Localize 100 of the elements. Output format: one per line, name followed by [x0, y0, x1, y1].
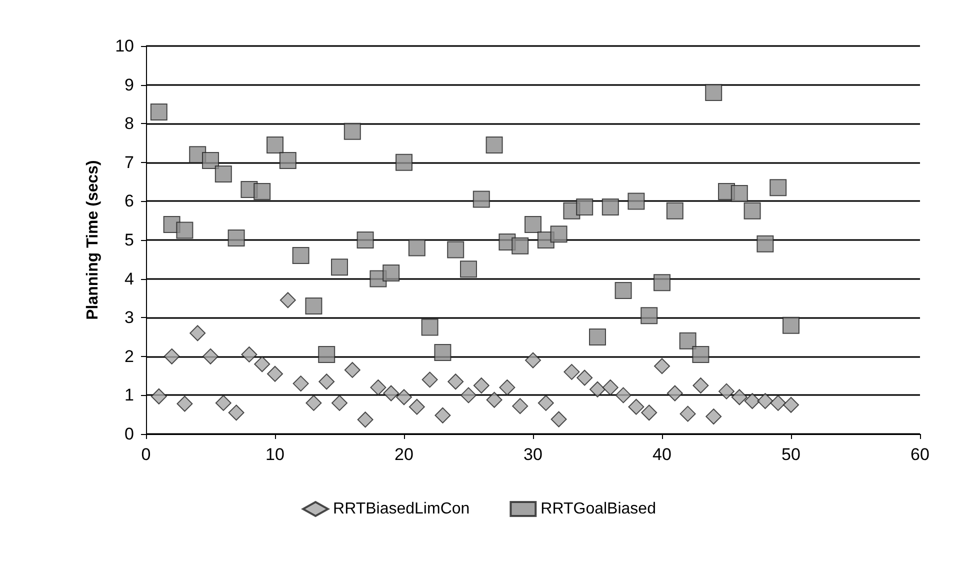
point	[254, 183, 271, 200]
point	[614, 282, 632, 299]
x-tick-label: 10	[266, 445, 284, 464]
y-tick-label: 3	[124, 308, 134, 328]
point	[279, 152, 296, 169]
point	[305, 297, 322, 314]
y-tick-label: 5	[124, 230, 134, 250]
point	[241, 346, 258, 362]
point	[228, 404, 244, 421]
point	[756, 235, 774, 252]
point	[421, 318, 438, 336]
y-tick-label: 4	[124, 269, 134, 288]
point	[730, 184, 748, 202]
point	[602, 198, 619, 216]
point	[228, 230, 245, 247]
point	[654, 274, 670, 292]
point	[434, 344, 452, 362]
point	[176, 396, 193, 412]
point	[782, 316, 800, 334]
point	[770, 179, 787, 196]
point	[486, 392, 502, 408]
x-tick-label: 50	[782, 445, 800, 464]
point	[150, 103, 168, 120]
point	[292, 376, 309, 392]
point	[679, 332, 696, 350]
point	[550, 226, 568, 243]
y-axis-title: Planning Time (secs)	[84, 160, 102, 320]
point	[460, 260, 477, 278]
point	[280, 292, 296, 308]
point	[499, 379, 516, 396]
point	[512, 237, 529, 254]
point	[306, 394, 322, 411]
point	[525, 352, 541, 368]
point	[422, 372, 438, 388]
point	[512, 398, 528, 414]
point	[706, 408, 722, 425]
x-tick-label: 60	[910, 445, 930, 464]
point	[692, 378, 709, 394]
point	[615, 387, 632, 404]
point	[770, 394, 786, 411]
point	[396, 154, 412, 171]
point	[666, 202, 684, 220]
point	[757, 393, 774, 410]
point	[640, 307, 658, 324]
point	[357, 412, 374, 428]
point	[318, 374, 335, 390]
point	[434, 407, 451, 424]
point	[731, 389, 748, 406]
point	[214, 166, 232, 183]
point	[318, 346, 336, 363]
y-tick-label: 7	[124, 152, 134, 172]
legend-label: RRTGoalBiased	[540, 500, 656, 518]
point	[654, 358, 670, 374]
point	[331, 258, 348, 276]
point	[408, 239, 426, 256]
point	[292, 247, 310, 264]
legend-label: RRTBiasedLimCon	[333, 500, 470, 518]
y-tick-label: 0	[124, 424, 134, 444]
point	[692, 346, 710, 363]
point	[576, 370, 593, 386]
point	[472, 190, 490, 208]
point	[718, 383, 734, 400]
point	[628, 398, 644, 415]
point	[524, 216, 542, 233]
point	[666, 385, 683, 402]
point	[383, 385, 400, 402]
point	[744, 393, 760, 410]
point	[641, 404, 658, 421]
point	[370, 379, 386, 396]
point	[628, 192, 645, 210]
y-tick-label: 6	[124, 192, 134, 211]
point	[202, 152, 219, 169]
x-tick-label: 40	[652, 445, 672, 464]
point	[447, 241, 464, 258]
point	[176, 222, 194, 239]
point	[332, 394, 348, 411]
point	[564, 364, 580, 380]
x-tick-label: 0	[141, 445, 151, 464]
point	[576, 198, 594, 216]
point	[150, 388, 167, 404]
y-tick-label: 2	[124, 346, 134, 366]
point	[344, 362, 360, 378]
point	[344, 122, 361, 140]
point	[538, 394, 554, 411]
point	[473, 378, 490, 394]
point	[486, 136, 503, 154]
point	[164, 348, 180, 364]
point	[602, 379, 618, 396]
x-tick-label: 30	[524, 445, 542, 464]
point	[190, 325, 206, 342]
point	[202, 348, 218, 364]
point	[266, 136, 284, 154]
point	[744, 202, 761, 220]
point	[396, 389, 412, 406]
x-tick-label: 20	[394, 445, 414, 464]
point	[356, 232, 374, 248]
point	[254, 356, 270, 372]
point	[382, 264, 400, 282]
point	[705, 84, 722, 102]
y-tick-label: 8	[124, 114, 134, 134]
